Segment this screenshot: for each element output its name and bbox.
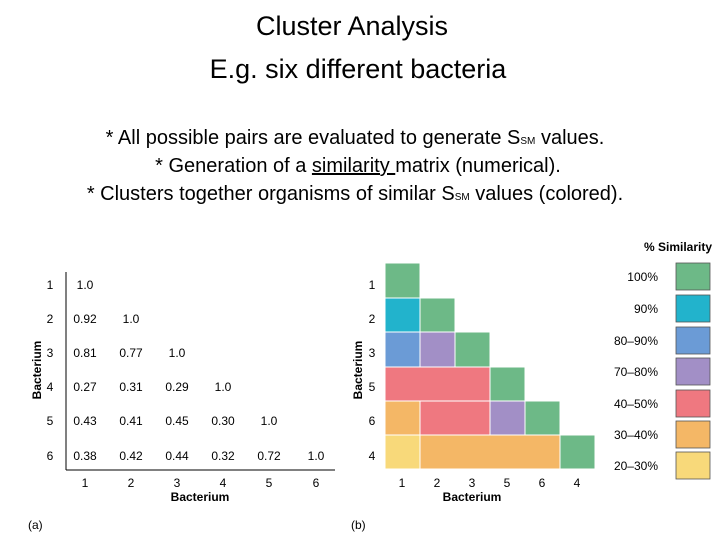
- bullet: * All possible pairs are evaluated to ge…: [106, 127, 605, 149]
- panel-label: (a): [28, 518, 43, 532]
- matrix-value: 0.72: [257, 449, 281, 463]
- matrix-value: 0.27: [73, 380, 97, 394]
- subscript: SM: [455, 192, 470, 203]
- matrix-value: 0.31: [119, 380, 143, 394]
- y-label: Bacterium: [30, 341, 44, 400]
- legend-title: % Similarity: [644, 240, 712, 254]
- column-label: 2: [128, 476, 135, 490]
- bullet-text: matrix (numerical).: [395, 155, 561, 177]
- row-label: 2: [369, 312, 376, 326]
- cell: [559, 434, 596, 470]
- bullet-text: * Clusters together organisms of similar…: [87, 183, 455, 205]
- row-label: 6: [369, 414, 376, 428]
- column-label: 3: [469, 476, 476, 490]
- bullet-text: * All possible pairs are evaluated to ge…: [106, 127, 521, 149]
- legend-swatch: [675, 451, 711, 480]
- legend-label: 20–30%: [614, 459, 658, 473]
- legend-label: 40–50%: [614, 397, 658, 411]
- legend-label: 90%: [634, 302, 658, 316]
- column-label: 6: [313, 476, 320, 490]
- cell: [419, 400, 491, 436]
- matrix-value: 0.41: [119, 414, 143, 428]
- column-label: 4: [220, 476, 227, 490]
- cell: [384, 297, 421, 333]
- matrix-value: 1.0: [123, 312, 140, 326]
- column-label: 4: [574, 476, 581, 490]
- bullet: * Generation of a similarity matrix (num…: [155, 155, 561, 177]
- cell: [384, 262, 421, 299]
- title-line: E.g. six different bacteria: [210, 54, 508, 84]
- column-label: 3: [174, 476, 181, 490]
- legend-label: 100%: [627, 270, 658, 284]
- cell: [384, 331, 421, 368]
- x-label: Bacterium: [171, 490, 230, 504]
- title-line: Cluster Analysis: [256, 11, 448, 41]
- legend-label: 30–40%: [614, 428, 658, 442]
- row-label: 3: [47, 346, 54, 360]
- matrix-value: 0.81: [73, 346, 97, 360]
- cell: [524, 400, 561, 436]
- cluster-grid: [384, 262, 596, 470]
- matrix-value: 0.77: [119, 346, 143, 360]
- matrix-value: 1.0: [169, 346, 186, 360]
- legend-swatch: [675, 262, 711, 291]
- legend-swatch: [675, 294, 711, 323]
- cell: [489, 366, 526, 402]
- x-label: Bacterium: [443, 490, 502, 504]
- column-label: 5: [266, 476, 273, 490]
- matrix-value: 1.0: [261, 414, 278, 428]
- legend-swatch: [675, 326, 711, 355]
- matrix-value: 0.43: [73, 414, 97, 428]
- cell: [419, 434, 561, 470]
- cell: [489, 400, 526, 436]
- row-label: 1: [47, 278, 54, 292]
- matrix-value: 1.0: [215, 380, 232, 394]
- matrix-value: 0.38: [73, 449, 97, 463]
- cell: [384, 366, 491, 402]
- row-label: 5: [47, 414, 54, 428]
- matrix-value: 0.42: [119, 449, 143, 463]
- column-label: 5: [504, 476, 511, 490]
- subscript: SM: [520, 136, 535, 147]
- matrix-value: 1.0: [308, 449, 325, 463]
- bullet-text: values (colored).: [470, 183, 623, 205]
- bullet-text: values.: [535, 127, 604, 149]
- legend-swatch: [675, 357, 711, 386]
- cell: [384, 434, 421, 470]
- column-label: 6: [539, 476, 546, 490]
- bullet: * Clusters together organisms of similar…: [87, 183, 623, 205]
- y-label: Bacterium: [351, 341, 365, 400]
- row-label: 3: [369, 346, 376, 360]
- legend-label: 70–80%: [614, 365, 658, 379]
- matrix-value: 1.0: [77, 278, 94, 292]
- column-label: 2: [434, 476, 441, 490]
- cell: [454, 331, 491, 368]
- row-label: 6: [47, 449, 54, 463]
- row-label: 2: [47, 312, 54, 326]
- row-label: 4: [369, 449, 376, 463]
- matrix-value: 0.44: [165, 449, 189, 463]
- row-label: 4: [47, 380, 54, 394]
- cell: [384, 400, 421, 436]
- underlined-text: similarity: [312, 155, 395, 177]
- column-label: 1: [399, 476, 406, 490]
- legend-swatch: [675, 420, 711, 449]
- matrix-value: 0.32: [211, 449, 235, 463]
- row-label: 1: [369, 278, 376, 292]
- matrix-value: 0.45: [165, 414, 189, 428]
- matrix-value: 0.30: [211, 414, 235, 428]
- matrix-value: 0.29: [165, 380, 189, 394]
- legend-swatch: [675, 389, 711, 418]
- matrix-value: 0.92: [73, 312, 97, 326]
- cell: [419, 297, 456, 333]
- panel-label: (b): [351, 518, 366, 532]
- legend-label: 80–90%: [614, 334, 658, 348]
- cell: [419, 331, 456, 368]
- column-label: 1: [82, 476, 89, 490]
- bullet-text: * Generation of a: [155, 155, 312, 177]
- row-label: 5: [369, 380, 376, 394]
